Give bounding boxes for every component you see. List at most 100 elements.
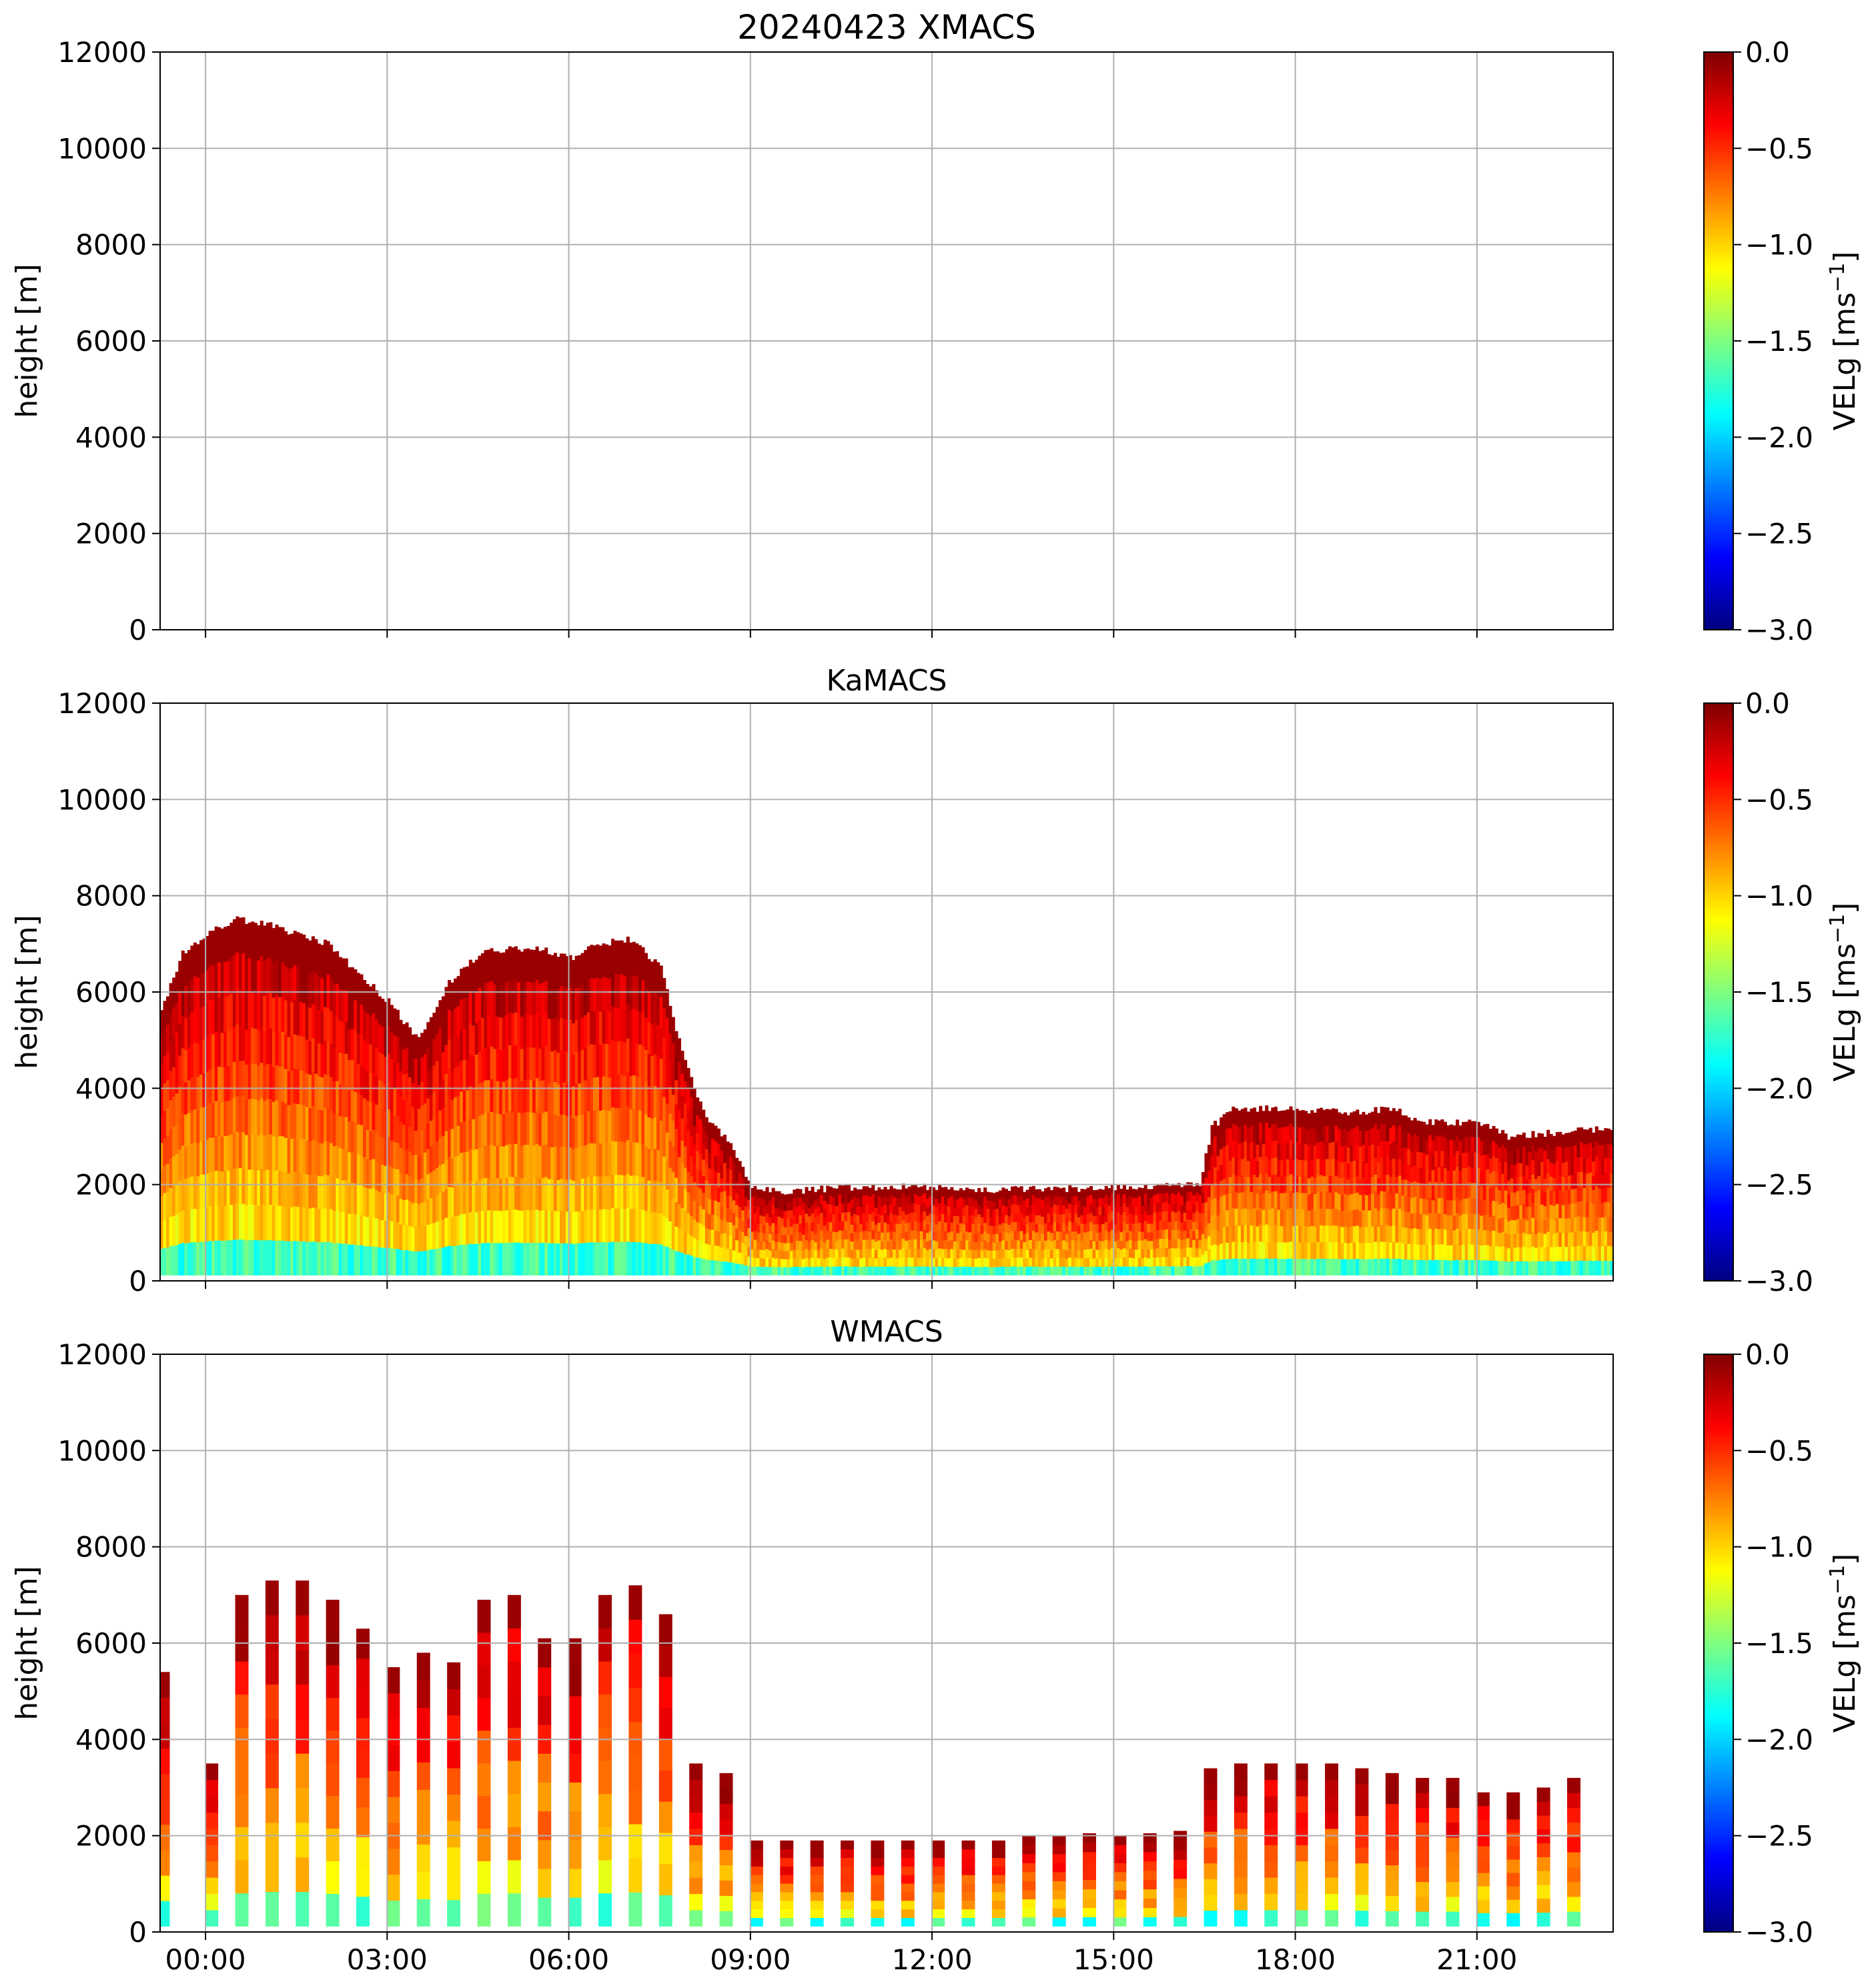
velocity-cell: [1537, 1147, 1541, 1162]
velocity-cell: [1340, 1226, 1344, 1244]
velocity-cell: [205, 1796, 219, 1813]
velocity-cell: [738, 1183, 742, 1196]
velocity-cell: [363, 1157, 367, 1187]
velocity-cell: [1232, 1241, 1236, 1259]
velocity-cell: [1104, 1195, 1108, 1204]
velocity-cell: [1504, 1261, 1508, 1276]
velocity-cell: [1488, 1231, 1492, 1246]
velocity-cell: [1504, 1246, 1508, 1262]
velocity-cell: [559, 1146, 563, 1179]
velocity-cell: [1289, 1190, 1293, 1208]
velocity-cell: [580, 1243, 584, 1276]
velocity-cell: [783, 1243, 787, 1252]
velocity-cell: [932, 1187, 936, 1197]
velocity-cell: [332, 1177, 336, 1211]
velocity-cell: [538, 1177, 542, 1211]
velocity-cell: [1186, 1256, 1190, 1266]
velocity-cell: [759, 1197, 763, 1207]
velocity-cell: [1456, 1244, 1460, 1260]
velocity-cell: [965, 1222, 969, 1232]
velocity-cell: [363, 1097, 367, 1128]
velocity-cell: [466, 1182, 470, 1214]
velocity-cell: [1582, 1231, 1586, 1247]
velocity-cell: [1476, 1213, 1480, 1229]
velocity-cell: [853, 1258, 857, 1267]
velocity-cell: [1222, 1226, 1226, 1244]
velocity-cell: [783, 1194, 787, 1203]
velocity-cell: [205, 1877, 219, 1895]
velocity-cell: [1368, 1193, 1372, 1211]
velocity-cell: [1498, 1204, 1502, 1219]
velocity-cell: [889, 1230, 893, 1240]
velocity-cell: [1214, 1213, 1218, 1229]
velocity-cell: [1525, 1179, 1529, 1193]
velocity-cell: [632, 1008, 636, 1043]
velocity-cell: [508, 1077, 512, 1111]
velocity-cell: [1410, 1151, 1414, 1167]
velocity-cell: [883, 1204, 887, 1214]
velocity-cell: [1037, 1206, 1041, 1215]
velocity-cell: [366, 1187, 370, 1217]
velocity-cell: [1186, 1191, 1190, 1201]
velocity-cell: [1558, 1160, 1562, 1175]
velocity-cell: [387, 1136, 391, 1165]
velocity-cell: [1338, 1177, 1342, 1194]
velocity-cell: [578, 1051, 582, 1084]
velocity-cell: [517, 1015, 521, 1048]
velocity-cell: [644, 1049, 648, 1083]
velocity-cell: [1519, 1261, 1523, 1276]
velocity-cell: [396, 1036, 400, 1063]
velocity-cell: [717, 1246, 721, 1261]
velocity-cell: [1062, 1239, 1066, 1250]
velocity-cell: [1137, 1248, 1141, 1258]
velocity-cell: [538, 983, 542, 1017]
velocity-cell: [248, 1169, 252, 1205]
velocity-cell: [1398, 1141, 1402, 1159]
velocity-cell: [1594, 1155, 1598, 1171]
velocity-cell: [520, 1145, 524, 1179]
velocity-cell: [808, 1224, 812, 1233]
velocity-cell: [1488, 1246, 1492, 1261]
velocity-cell: [917, 1239, 921, 1250]
velocity-cell: [1486, 1229, 1490, 1246]
velocity-cell: [980, 1200, 984, 1209]
velocity-cell: [1580, 1215, 1584, 1231]
velocity-cell: [1119, 1258, 1123, 1267]
velocity-cell: [1177, 1192, 1181, 1202]
velocity-cell: [1346, 1211, 1350, 1227]
velocity-cell: [251, 992, 255, 1028]
velocity-cell: [1107, 1223, 1111, 1232]
velocity-cell: [723, 1134, 727, 1149]
velocity-cell: [717, 1143, 721, 1159]
velocity-cell: [1292, 1192, 1296, 1210]
velocity-cell: [911, 1229, 915, 1239]
velocity-cell: [913, 1193, 917, 1203]
velocity-cell: [1504, 1175, 1508, 1191]
velocity-cell: [596, 1109, 600, 1143]
velocity-cell: [1062, 1213, 1066, 1223]
velocity-cell: [242, 1024, 246, 1061]
velocity-cell: [1019, 1213, 1023, 1222]
velocity-cell: [744, 1255, 748, 1266]
velocity-cell: [572, 1180, 576, 1213]
velocity-cell: [1537, 1261, 1541, 1276]
velocity-cell: [290, 1138, 294, 1173]
velocity-cell: [1059, 1223, 1063, 1232]
velocity-cell: [738, 1195, 742, 1207]
velocity-cell: [1062, 1187, 1066, 1197]
velocity-cell: [901, 1238, 905, 1248]
velocity-cell: [1344, 1226, 1348, 1244]
velocity-cell: [850, 1190, 854, 1199]
velocity-cell: [178, 1117, 182, 1150]
velocity-cell: [974, 1233, 978, 1243]
velocity-cell: [1222, 1259, 1226, 1276]
velocity-cell: [532, 1015, 536, 1048]
velocity-cell: [614, 1107, 618, 1142]
velocity-cell: [723, 1191, 727, 1205]
velocity-cell: [729, 1143, 733, 1157]
velocity-cell: [199, 1107, 203, 1142]
velocity-cell: [1017, 1187, 1021, 1197]
velocity-cell: [1582, 1202, 1586, 1217]
velocity-cell: [674, 1104, 678, 1129]
velocity-cell: [574, 1083, 578, 1116]
